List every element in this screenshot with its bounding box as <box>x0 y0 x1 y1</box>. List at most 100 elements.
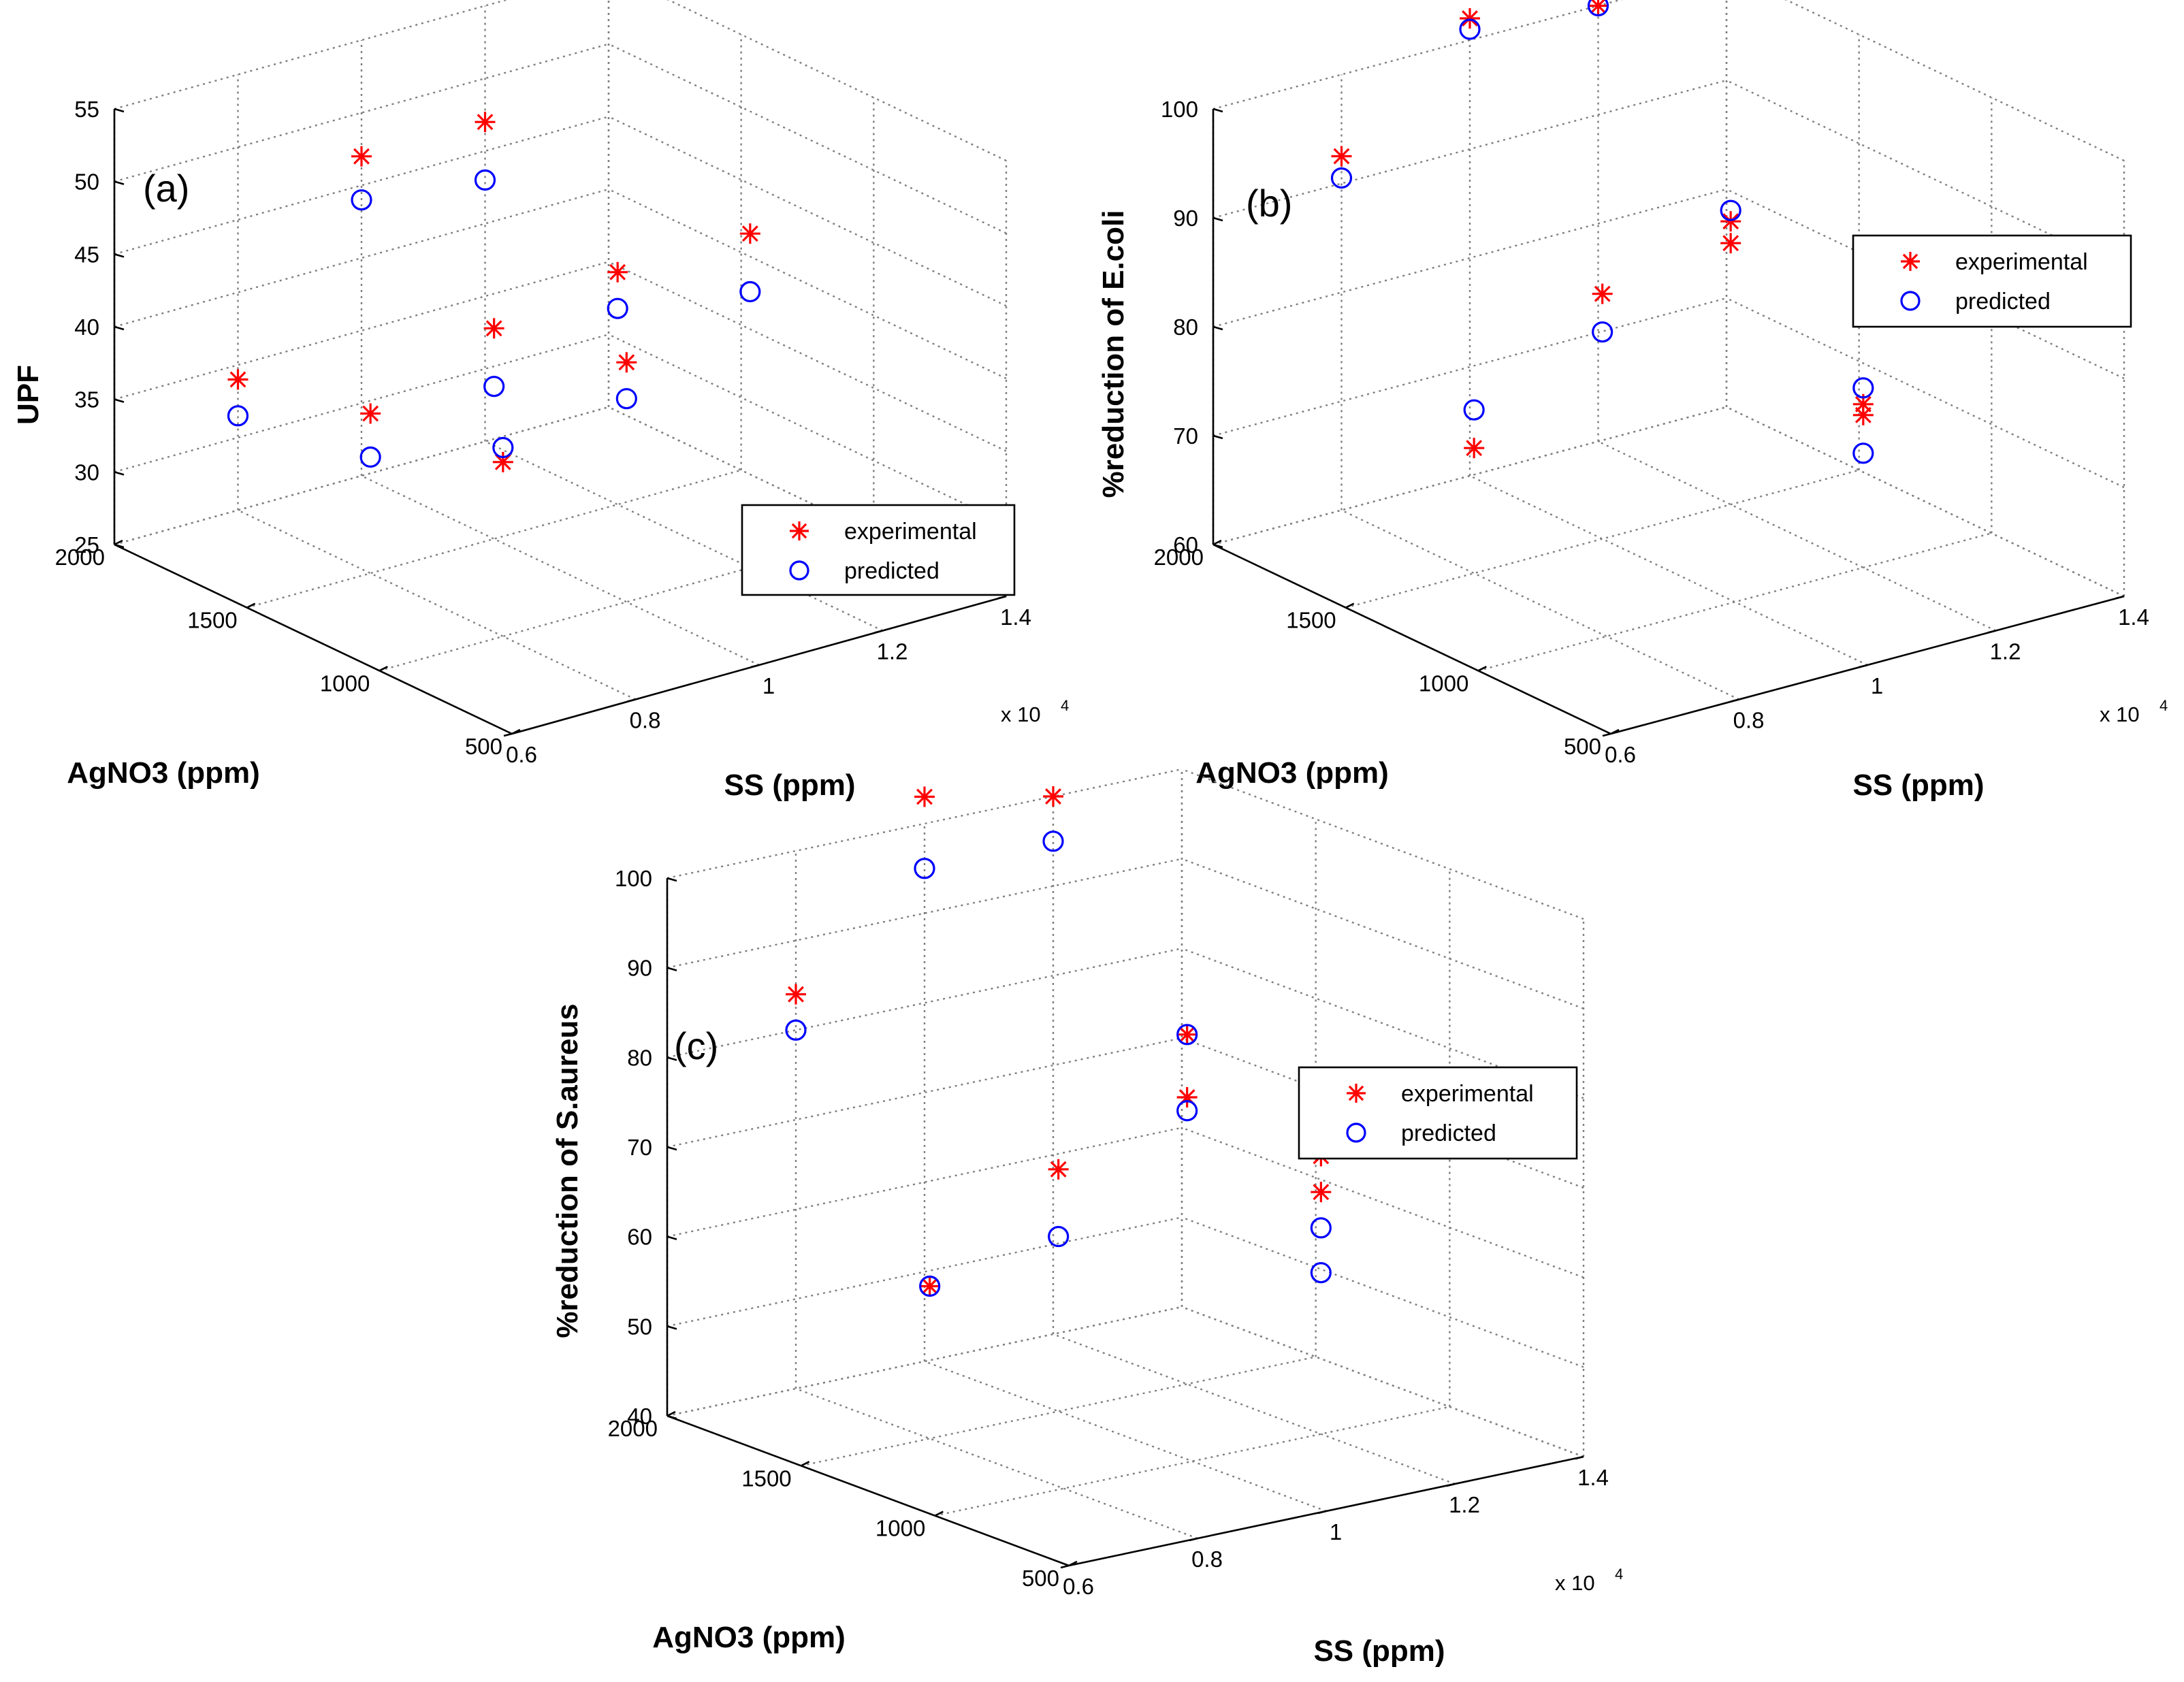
z-tick-label: 60 <box>1173 532 1198 557</box>
x-tick-mark <box>1575 1455 1584 1460</box>
z-tick-label: 100 <box>615 866 652 891</box>
data-point-predicted <box>351 189 372 211</box>
back-wall-gridline <box>114 261 609 400</box>
legend: experimental predicted <box>741 504 1016 596</box>
data-point-experimental <box>616 352 637 373</box>
x-tick-mark <box>997 595 1007 600</box>
side-wall-gridline <box>608 261 1007 452</box>
x-tick-label: 0.8 <box>1191 1547 1223 1572</box>
legend-label-experimental: experimental <box>1955 249 2088 275</box>
z-tick-label: 30 <box>74 459 99 485</box>
floor-gridline <box>1053 1333 1456 1485</box>
data-point-predicted <box>1852 377 1874 399</box>
y-tick-label: 1500 <box>741 1466 791 1491</box>
x-tick-mark <box>1859 664 1868 668</box>
z-tick-label: 90 <box>1173 206 1198 231</box>
floor-gridline <box>801 1356 1316 1467</box>
x-multiplier-exponent: 4 <box>2159 697 2168 714</box>
side-wall-gridline <box>608 188 1007 380</box>
z-tick-mark <box>667 1325 677 1330</box>
data-point-experimental <box>786 984 806 1005</box>
z-tick-label: 45 <box>74 242 99 267</box>
z-tick-label: 35 <box>74 387 99 413</box>
side-wall-gridline <box>608 116 1007 307</box>
back-wall-gridline <box>1213 297 1727 437</box>
data-point-predicted <box>474 169 496 191</box>
data-point-experimental <box>607 261 628 282</box>
legend-label-experimental: experimental <box>1401 1081 1534 1107</box>
z-axis-label: %reduction of E.coli <box>1097 210 1130 498</box>
data-point-predicted <box>607 297 628 319</box>
side-wall-gridline <box>1181 1127 1584 1278</box>
floor-gridline <box>935 1406 1450 1517</box>
data-point-experimental <box>1048 1159 1069 1180</box>
legend: experimental predicted <box>1852 234 2132 328</box>
z-tick-mark <box>667 1056 677 1061</box>
x-tick-mark <box>750 664 760 668</box>
x-tick-label: 1.2 <box>877 639 908 664</box>
z-tick-mark <box>114 325 125 331</box>
legend-marker-predicted <box>1346 1122 1366 1143</box>
y-tick-label: 2000 <box>1154 545 1204 570</box>
data-point-predicted <box>1587 0 1609 17</box>
y-tick-label: 500 <box>465 734 502 759</box>
data-point-predicted <box>1310 1262 1332 1284</box>
z-tick-label: 50 <box>74 169 99 195</box>
back-wall-gridline <box>114 0 509 110</box>
legend-marker-experimental <box>1901 252 1920 271</box>
floor-gridline <box>795 1387 1198 1540</box>
data-point-experimental <box>1460 8 1480 29</box>
z-tick-mark <box>667 1235 677 1240</box>
data-point-predicted <box>914 858 935 879</box>
side-wall-gridline <box>1726 406 2125 598</box>
legend-marker-predicted <box>789 560 809 581</box>
x-multiplier-exponent: 4 <box>1615 1566 1623 1583</box>
data-point-experimental <box>1592 283 1613 304</box>
legend-label-experimental: experimental <box>844 519 977 545</box>
floor-gridline <box>1597 440 1997 632</box>
y-tick-mark <box>114 539 123 546</box>
floor-gridline <box>361 474 760 666</box>
x-tick-label: 1.4 <box>1577 1465 1609 1490</box>
y-tick-mark <box>379 666 388 672</box>
y-tick-label: 1000 <box>1419 670 1468 696</box>
x-tick-mark <box>1602 732 1611 737</box>
y-tick-label: 500 <box>1564 734 1601 759</box>
x-multiplier-label: x 10 <box>1001 702 1041 726</box>
side-wall-gridline <box>1784 0 2125 162</box>
data-point-experimental <box>492 451 513 472</box>
z-tick-label: 25 <box>74 532 99 557</box>
x-tick-mark <box>1317 1510 1327 1515</box>
data-point-experimental <box>1311 1182 1332 1203</box>
back-wall-gridline <box>1213 406 1727 546</box>
data-point-predicted <box>1592 321 1613 343</box>
data-point-predicted <box>1459 18 1481 40</box>
z-tick-mark <box>1213 434 1223 440</box>
panel-label: (c) <box>674 1024 718 1067</box>
x-tick-mark <box>874 630 883 634</box>
data-point-predicted <box>1463 399 1485 421</box>
x-tick-label: 1.4 <box>1000 604 1031 630</box>
z-axis-label: %reduction of S.aureus <box>551 1003 584 1338</box>
back-wall-gridline <box>667 948 1183 1058</box>
data-point-experimental <box>1176 1024 1198 1045</box>
back-wall-gridline <box>1213 79 1727 219</box>
x-tick-label: 1.2 <box>1990 639 2021 664</box>
x-axis-label: SS (ppm) <box>1852 769 1984 802</box>
data-point-experimental <box>360 403 381 424</box>
x-tick-mark <box>1987 630 1996 634</box>
x-tick-mark <box>627 698 636 702</box>
y-axis-line <box>114 543 513 735</box>
legend-label-predicted: predicted <box>1955 289 2051 314</box>
side-wall-gridline <box>1181 858 1584 1009</box>
y-axis-label: AgNO3 (ppm) <box>67 756 260 790</box>
z-tick-label: 60 <box>627 1225 652 1250</box>
y-tick-label: 1500 <box>1286 608 1336 633</box>
side-wall-gridline <box>1181 948 1584 1099</box>
z-tick-mark <box>667 1414 677 1420</box>
back-wall-gridline <box>114 334 609 473</box>
y-tick-label: 1000 <box>320 670 370 696</box>
